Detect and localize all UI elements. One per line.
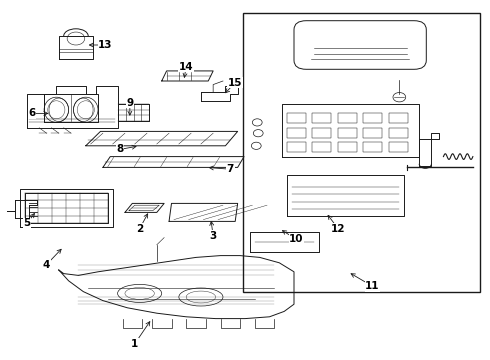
Text: 15: 15	[228, 78, 243, 88]
Bar	[287, 127, 306, 138]
Text: 4: 4	[43, 260, 50, 270]
Bar	[312, 113, 331, 123]
Text: 8: 8	[117, 144, 123, 154]
Bar	[389, 113, 408, 123]
Bar	[363, 142, 382, 152]
Text: 14: 14	[179, 62, 194, 72]
Text: 1: 1	[131, 339, 138, 349]
Text: 7: 7	[226, 164, 234, 174]
Bar	[363, 113, 382, 123]
Text: 3: 3	[210, 231, 217, 241]
Bar	[287, 113, 306, 123]
Bar	[338, 127, 357, 138]
Text: 9: 9	[126, 98, 133, 108]
Bar	[312, 142, 331, 152]
Text: 6: 6	[28, 108, 35, 118]
Bar	[338, 142, 357, 152]
Text: 10: 10	[289, 234, 304, 244]
Bar	[312, 127, 331, 138]
Bar	[338, 113, 357, 123]
Bar	[243, 13, 480, 292]
Bar	[389, 127, 408, 138]
Text: 5: 5	[24, 218, 30, 228]
Text: 11: 11	[365, 281, 380, 291]
Text: 12: 12	[331, 224, 345, 234]
Bar	[389, 142, 408, 152]
Text: 2: 2	[136, 224, 143, 234]
Bar	[287, 142, 306, 152]
Text: 13: 13	[98, 40, 113, 50]
Bar	[363, 127, 382, 138]
